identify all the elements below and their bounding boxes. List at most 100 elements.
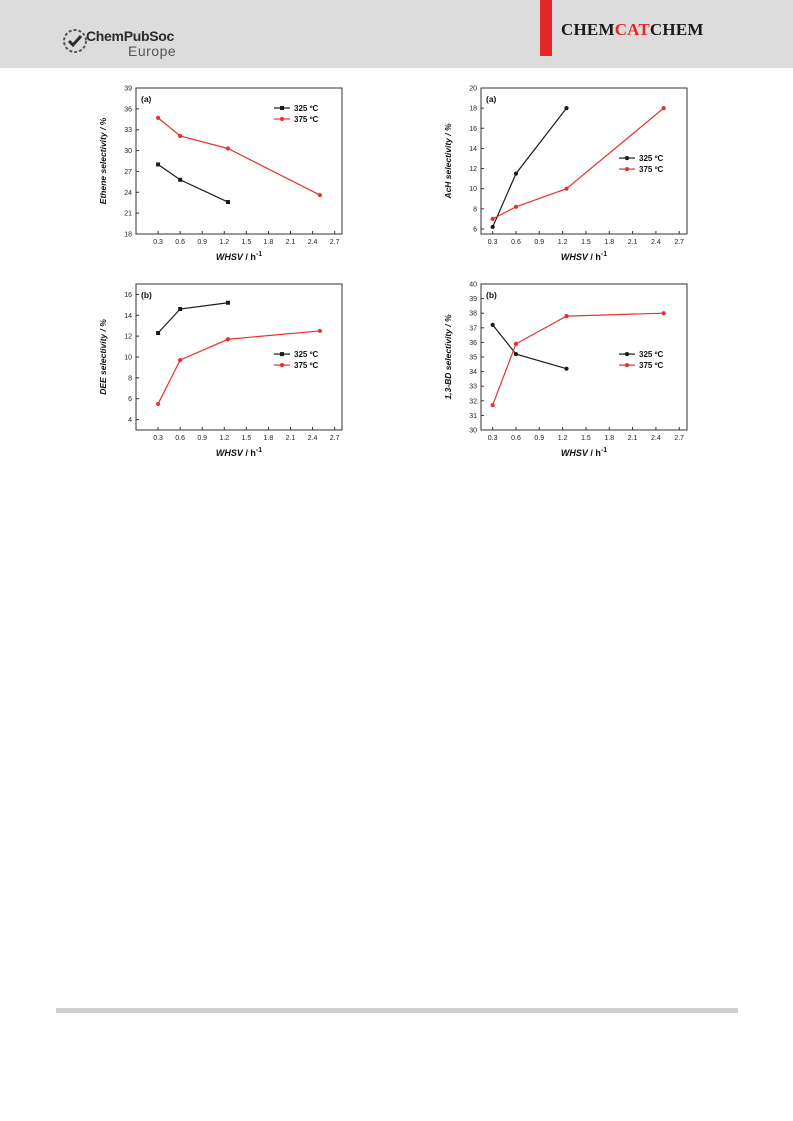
x-tick-label: 1.2	[219, 435, 229, 442]
data-point	[661, 106, 666, 111]
y-tick-label: 31	[469, 413, 477, 420]
x-tick-label: 0.6	[175, 435, 185, 442]
data-point	[225, 200, 230, 205]
y-tick-label: 8	[128, 375, 132, 382]
x-axis-label: WHSV / h-1	[561, 447, 607, 458]
y-tick-label: 37	[469, 325, 477, 332]
y-tick-label: 4	[128, 417, 132, 424]
y-tick-label: 6	[128, 396, 132, 403]
x-tick-label: 2.1	[286, 435, 296, 442]
y-tick-label: 12	[469, 166, 477, 173]
x-axis-label: WHSV / h-1	[561, 251, 607, 262]
journal-title-part-1: CHEM	[561, 20, 615, 39]
panel-label: (a)	[141, 94, 152, 104]
legend-label: 325 ºC	[294, 104, 318, 113]
x-tick-label: 0.3	[488, 435, 498, 442]
legend-marker	[280, 106, 284, 110]
y-tick-label: 36	[469, 340, 477, 347]
x-tick-label: 2.1	[286, 239, 296, 246]
chart-svg: 0.3 0.6 0.9 1.2 1.5 1.8 2.1 2.4 2.7 30 31 32 33 34 35 3…	[443, 282, 688, 458]
ach-selectivity-chart: 0.3 0.6 0.9 1.2 1.5 1.8 2.1 2.4 2.7 6 8 10 12 14 16 18 2…	[437, 82, 697, 271]
x-tick-label: 0.6	[511, 239, 521, 246]
legend-label: 375 ºC	[639, 361, 663, 370]
y-tick-label: 10	[469, 186, 477, 193]
x-tick-label: 2.4	[651, 239, 661, 246]
chart-svg: 0.3 0.6 0.9 1.2 1.5 1.8 2.1 2.4 2.7 18 21 24 27 30 33 3…	[98, 86, 343, 262]
y-tick-label: 16	[124, 292, 132, 299]
y-tick-label: 30	[124, 148, 132, 155]
chart-svg: 0.3 0.6 0.9 1.2 1.5 1.8 2.1 2.4 2.7 4 6 8 10 12 14 16 WH…	[98, 283, 343, 458]
y-tick-label: 32	[469, 398, 477, 405]
x-tick-label: 0.3	[488, 239, 498, 246]
y-tick-label: 18	[124, 232, 132, 239]
x-tick-label: 1.8	[604, 435, 614, 442]
data-point	[156, 162, 161, 167]
x-tick-label: 0.3	[153, 435, 163, 442]
y-axis-label: Ethene selectivity / %	[98, 117, 108, 204]
chart-svg: 0.3 0.6 0.9 1.2 1.5 1.8 2.1 2.4 2.7 6 8 10 12 14 16 18 2…	[443, 86, 688, 262]
x-tick-label: 2.4	[308, 435, 318, 442]
x-tick-label: 1.2	[558, 239, 568, 246]
x-tick-label: 2.4	[308, 239, 318, 246]
star-circle-icon	[63, 29, 87, 53]
y-axis-label: 1,3-BD selectivity / %	[443, 314, 453, 399]
legend-marker	[624, 166, 630, 172]
data-point	[513, 204, 519, 209]
page-header: ChemPubSoc Europe CHEMCATCHEM	[0, 0, 793, 68]
series-line-0	[492, 324, 567, 370]
ethene-selectivity-chart: 0.3 0.6 0.9 1.2 1.5 1.8 2.1 2.4 2.7 18 21 24 27 30 33 3…	[92, 82, 352, 271]
x-tick-label: 1.5	[581, 239, 591, 246]
footer-divider	[56, 1008, 738, 1013]
data-point	[564, 186, 569, 191]
y-tick-label: 10	[124, 355, 132, 362]
plot-frame	[480, 87, 688, 235]
y-tick-label: 21	[124, 211, 132, 218]
data-point	[564, 314, 569, 319]
y-axis-label: AcH selectivity / %	[443, 123, 453, 200]
x-tick-label: 0.6	[175, 239, 185, 246]
y-axis-label: DEE selectivity / %	[98, 319, 108, 395]
publisher-name: ChemPubSoc	[86, 28, 175, 44]
x-tick-label: 1.8	[264, 239, 274, 246]
plot-frame	[135, 87, 343, 235]
data-point	[564, 106, 569, 111]
x-tick-label: 0.9	[197, 239, 207, 246]
bd-selectivity-chart: 0.3 0.6 0.9 1.2 1.5 1.8 2.1 2.4 2.7 30 31 32 33 34 35 3…	[437, 278, 697, 467]
x-tick-label: 2.7	[674, 239, 684, 246]
x-tick-label: 1.5	[241, 435, 251, 442]
accent-bar	[540, 0, 552, 56]
data-point	[513, 351, 519, 357]
data-point	[513, 171, 519, 176]
panel-label: (a)	[486, 94, 497, 104]
series-line-0	[157, 302, 229, 334]
y-tick-label: 18	[469, 106, 477, 113]
y-tick-label: 30	[469, 428, 477, 435]
data-point	[490, 224, 495, 230]
data-point	[490, 403, 495, 408]
y-tick-label: 6	[473, 226, 477, 233]
legend-marker	[624, 362, 630, 368]
data-point	[156, 331, 161, 336]
x-tick-label: 2.4	[651, 435, 661, 442]
data-point	[155, 115, 161, 120]
y-tick-label: 8	[473, 206, 477, 213]
y-tick-label: 39	[469, 296, 477, 303]
legend-marker	[280, 352, 284, 357]
y-tick-label: 39	[124, 86, 132, 93]
data-point	[225, 146, 231, 151]
x-axis-label: WHSV / h-1	[216, 447, 262, 458]
y-tick-label: 27	[124, 169, 132, 176]
legend-marker	[624, 155, 630, 161]
legend-label: 375 ºC	[639, 165, 663, 174]
data-point	[178, 177, 183, 182]
y-tick-label: 12	[124, 334, 132, 341]
legend-label: 375 ºC	[294, 115, 318, 124]
x-tick-label: 2.7	[330, 435, 340, 442]
x-tick-label: 1.5	[241, 239, 251, 246]
legend-label: 375 ºC	[294, 361, 318, 370]
panel-label: (b)	[141, 290, 152, 300]
y-tick-label: 36	[124, 106, 132, 113]
series-line-1	[492, 312, 664, 406]
y-tick-label: 33	[124, 127, 132, 134]
x-tick-label: 0.6	[511, 435, 521, 442]
